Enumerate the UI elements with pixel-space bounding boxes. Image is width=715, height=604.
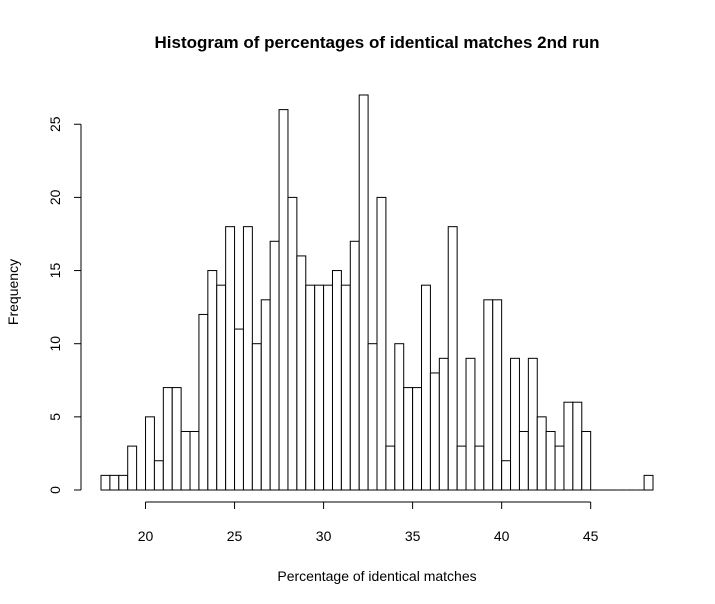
y-axis: 0 5 10 15 20 25 <box>47 116 82 494</box>
histogram-bar <box>216 284 227 491</box>
histogram-bar <box>510 357 520 491</box>
histogram-bar <box>331 270 342 491</box>
histogram-bar <box>225 226 236 491</box>
histogram-bar <box>385 445 396 491</box>
histogram-bar <box>429 372 440 491</box>
histogram-bar <box>501 460 512 491</box>
histogram-bar <box>527 357 538 491</box>
histogram-bar <box>545 430 556 491</box>
histogram-bar <box>367 343 378 491</box>
histogram-bar <box>118 474 129 491</box>
histogram-bar <box>180 430 191 491</box>
histogram-bar <box>207 270 218 491</box>
histogram-bar <box>438 357 449 491</box>
x-tick-label: 40 <box>494 528 510 544</box>
histogram-bar <box>358 94 369 491</box>
histogram-bar <box>340 284 351 491</box>
histogram-bar <box>100 474 111 491</box>
histogram-bar <box>349 240 360 491</box>
histogram-bar <box>394 343 405 491</box>
histogram-bar <box>447 226 458 491</box>
histogram-bar <box>171 387 182 491</box>
bars-group <box>100 94 654 491</box>
y-tick-label: 5 <box>47 413 63 421</box>
histogram-bar <box>581 430 592 491</box>
y-tick-label: 25 <box>47 116 63 132</box>
histogram-bar <box>572 401 583 491</box>
y-tick-label: 0 <box>47 486 63 494</box>
histogram-bar <box>376 196 387 491</box>
histogram-bar <box>153 460 164 491</box>
histogram-bar <box>189 430 200 491</box>
x-tick-label: 25 <box>227 528 243 544</box>
histogram-bar <box>492 299 503 491</box>
histogram-bar <box>314 284 325 491</box>
y-tick-label: 10 <box>47 336 63 352</box>
histogram-bar <box>269 240 280 491</box>
x-axis-label: Percentage of identical matches <box>277 568 476 584</box>
histogram-bar <box>403 387 414 491</box>
histogram-bar <box>278 109 289 491</box>
y-axis-label: Frequency <box>5 259 21 325</box>
histogram-bar <box>536 416 547 491</box>
x-axis: 20 25 30 35 40 45 <box>138 501 599 544</box>
x-tick-label: 30 <box>316 528 332 544</box>
histogram-bar <box>260 299 271 491</box>
histogram-bar <box>474 445 485 491</box>
histogram-bar <box>251 343 262 491</box>
histogram-bar <box>643 474 654 491</box>
x-tick-label: 20 <box>138 528 154 544</box>
chart-title: Histogram of percentages of identical ma… <box>155 33 600 52</box>
histogram-bar <box>323 284 333 491</box>
histogram-bar <box>296 255 307 491</box>
histogram-bar <box>109 474 120 491</box>
histogram-bar <box>234 328 244 491</box>
histogram-bar <box>145 416 155 491</box>
histogram-bar <box>465 357 476 491</box>
histogram-bar <box>287 196 298 491</box>
histogram-bar <box>127 445 138 491</box>
histogram-bar <box>563 401 574 491</box>
histogram-bar <box>554 445 565 491</box>
histogram-bar <box>305 284 316 491</box>
histogram-bar <box>198 313 209 491</box>
histogram-bar <box>412 387 423 491</box>
x-tick-label: 45 <box>583 528 599 544</box>
x-tick-label: 35 <box>405 528 421 544</box>
histogram-bar <box>456 445 467 491</box>
y-tick-label: 20 <box>47 189 63 205</box>
histogram-bar <box>242 226 253 491</box>
histogram-bar <box>518 430 529 491</box>
histogram-bar <box>483 299 494 491</box>
histogram-bar <box>421 284 431 491</box>
y-tick-label: 15 <box>47 263 63 279</box>
histogram-bar <box>162 387 173 491</box>
